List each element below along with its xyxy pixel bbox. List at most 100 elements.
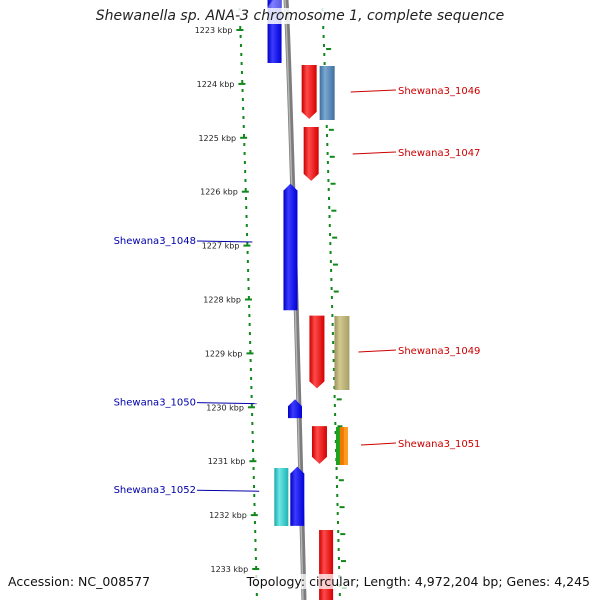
left-ruler-dot (246, 251, 249, 254)
left-ruler-dot (242, 116, 245, 119)
scale-tick-label: 1225 kbp (198, 134, 236, 143)
right-ruler-dot (330, 287, 333, 290)
right-ruler-dot (322, 26, 325, 29)
right-ruler-dot (338, 566, 341, 569)
left-ruler-dot (255, 566, 258, 569)
gene-arrow-partial-top-shade (267, 0, 281, 8)
right-ruler-dot (326, 152, 329, 155)
topology-summary: Topology: circular; Length: 4,972,204 bp… (246, 574, 590, 589)
left-ruler-dot (248, 332, 251, 335)
right-ruler-tick (332, 263, 338, 266)
right-ruler-tick (331, 209, 337, 212)
right-ruler-dot (331, 314, 334, 317)
left-ruler-dot (252, 458, 255, 461)
right-ruler-dot (329, 233, 332, 236)
left-ruler-dot (245, 224, 248, 227)
right-ruler-dot (323, 53, 326, 56)
gene-arrow-Shewana3_1048[interactable] (283, 183, 298, 311)
left-ruler-dot (251, 413, 254, 416)
right-ruler-dot (331, 305, 334, 308)
left-ruler-dot (250, 404, 253, 407)
gene-arrow-partial-bottom (319, 530, 334, 600)
left-ruler-dot (253, 494, 256, 497)
left-ruler-dot (249, 368, 252, 371)
scale-tick-label: 1223 kbp (195, 26, 233, 35)
gene-label-Shewana3_1050[interactable]: Shewana3_1050 (114, 398, 196, 409)
right-ruler-dot (326, 161, 329, 164)
left-ruler-dot (243, 143, 246, 146)
left-ruler-dot (252, 467, 255, 470)
right-ruler-tick (336, 398, 342, 401)
gene-label-Shewana3_1049[interactable]: Shewana3_1049 (398, 346, 480, 357)
left-ruler-dot (250, 386, 253, 389)
gene-arrow-Shewana3_1047[interactable] (303, 127, 319, 181)
gene-label-leader (352, 151, 397, 155)
gene-arrow-Shewana3_1049[interactable] (309, 315, 325, 389)
right-ruler-dot (336, 503, 339, 506)
right-ruler-tick (326, 48, 332, 50)
feature-block-orange-2 (343, 427, 348, 465)
left-ruler-dot (248, 314, 251, 317)
left-ruler-dot (247, 287, 250, 290)
left-ruler-dot (253, 512, 256, 515)
right-ruler-dot (322, 35, 325, 38)
scale-tick (244, 298, 252, 301)
left-ruler-dot (239, 35, 242, 38)
right-ruler-dot (327, 197, 330, 200)
feature-block-green (335, 427, 340, 465)
left-ruler-dot (246, 242, 249, 245)
feature-block-khaki (334, 316, 350, 390)
gene-label-Shewana3_1046[interactable]: Shewana3_1046 (398, 86, 480, 97)
scale-tick-label: 1231 kbp (208, 457, 246, 466)
left-ruler-dot (253, 503, 256, 506)
scale-tick (247, 406, 255, 409)
gene-arrow-Shewana3_1052[interactable] (290, 466, 305, 526)
gene-arrow-Shewana3_1046[interactable] (301, 65, 317, 119)
gene-label-Shewana3_1052[interactable]: Shewana3_1052 (114, 485, 196, 496)
left-ruler-dot (240, 71, 243, 74)
scale-tick-label: 1227 kbp (202, 242, 240, 251)
right-ruler-tick (339, 506, 345, 509)
left-ruler-dot (246, 260, 249, 263)
right-ruler-dot (333, 386, 336, 389)
gene-label-Shewana3_1047[interactable]: Shewana3_1047 (398, 148, 480, 159)
gene-arrow-Shewana3_1051[interactable] (311, 426, 327, 464)
feature-block-orange (339, 427, 344, 465)
left-ruler-dot (247, 278, 250, 281)
right-ruler-dot (332, 341, 335, 344)
left-ruler-dot (250, 377, 253, 380)
right-ruler-dot (331, 332, 334, 335)
scale-tick-label: 1232 kbp (209, 511, 247, 520)
feature-block-steel (319, 66, 335, 120)
left-ruler-dot (242, 125, 245, 128)
left-ruler-dot (254, 530, 257, 533)
right-ruler-tick (340, 533, 346, 536)
left-ruler-dot (241, 98, 244, 101)
gene-arrow-Shewana3_1050[interactable] (287, 399, 302, 419)
right-ruler-dot (336, 485, 339, 488)
left-ruler-dot (254, 539, 257, 542)
right-ruler-dot (323, 62, 326, 65)
left-ruler-dot (242, 107, 245, 110)
left-ruler-dot (249, 341, 252, 344)
scale-tick (250, 514, 258, 517)
right-ruler-dot (327, 188, 330, 191)
gene-label-Shewana3_1048[interactable]: Shewana3_1048 (114, 236, 196, 247)
left-ruler-dot (245, 215, 248, 218)
left-ruler-dot (245, 206, 248, 209)
right-ruler-dot (337, 548, 340, 551)
scale-tick (249, 460, 257, 463)
scale-tick (241, 190, 249, 193)
gene-label-Shewana3_1051[interactable]: Shewana3_1051 (398, 439, 480, 450)
right-ruler-dot (338, 593, 341, 596)
right-ruler-dot (335, 467, 338, 470)
right-ruler-dot (332, 350, 335, 353)
left-ruler-dot (248, 305, 251, 308)
right-ruler-dot (331, 323, 334, 326)
left-ruler-dot (251, 440, 254, 443)
left-ruler-dot (247, 296, 250, 299)
left-ruler-dot (253, 485, 256, 488)
right-ruler-dot (337, 539, 340, 542)
